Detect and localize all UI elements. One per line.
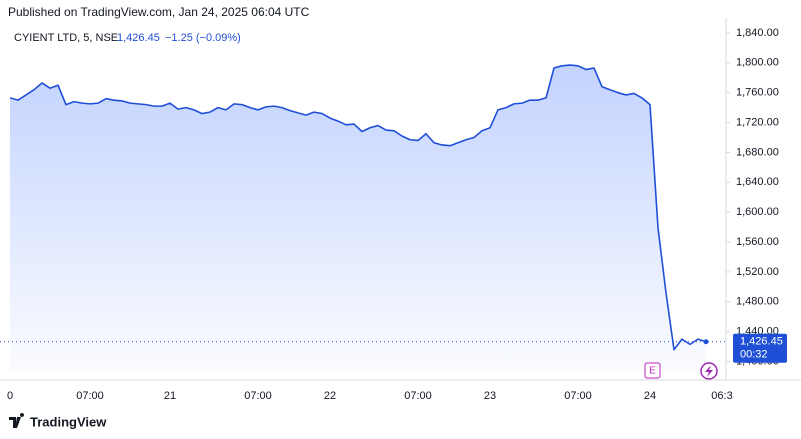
y-tick-label: 1,840.00: [736, 27, 779, 39]
y-tick-label: 1,760.00: [736, 87, 779, 99]
plot-area: [9, 64, 707, 373]
x-tick-label: 23: [484, 390, 496, 402]
area: [10, 65, 706, 373]
earnings-box: [644, 362, 661, 379]
y-tick-label: 1,680.00: [736, 146, 779, 158]
x-tick-label: 07:00: [404, 390, 432, 402]
y-tick-label: 1,520.00: [736, 266, 779, 278]
legend-change: −1.25 (−0.09%): [165, 32, 241, 44]
y-tick-label: 1,720.00: [736, 116, 779, 128]
x-tick-label: 0: [7, 390, 13, 402]
last-price-dot: [703, 339, 709, 345]
y-tick-label: 1,560.00: [736, 236, 779, 248]
price-line: [9, 64, 707, 351]
x-tick-label: 07:00: [76, 390, 104, 402]
last-price-label: 1,426.45: [740, 336, 783, 348]
brand: TradingView: [9, 413, 107, 429]
brand-name: TradingView: [30, 414, 107, 429]
x-tick-label: 22: [324, 390, 336, 402]
legend-price: 1,426.45: [117, 32, 160, 44]
x-tick-label: 07:00: [244, 390, 272, 402]
y-tick-label: 1,600.00: [736, 206, 779, 218]
y-tick-label: 1,480.00: [736, 296, 779, 308]
x-tick-label: 21: [164, 390, 176, 402]
x-tick-label: 24: [644, 390, 656, 402]
countdown: 00:32: [740, 349, 768, 361]
event-icon: [705, 365, 713, 377]
earnings-marker[interactable]: E: [644, 362, 661, 379]
published-note: Published on TradingView.com, Jan 24, 20…: [8, 5, 310, 19]
event-marker[interactable]: [700, 362, 718, 380]
y-tick-label: 1,640.00: [736, 176, 779, 188]
earnings-label: E: [649, 366, 656, 377]
last-price-box: [733, 333, 787, 363]
x-tick-label: 06:3: [711, 390, 732, 402]
symbol: CYIENT LTD, 5, NSE: [14, 32, 118, 44]
y-tick-label: 1,800.00: [736, 57, 779, 69]
x-tick-label: 07:00: [564, 390, 592, 402]
brand-logo: [9, 413, 25, 428]
